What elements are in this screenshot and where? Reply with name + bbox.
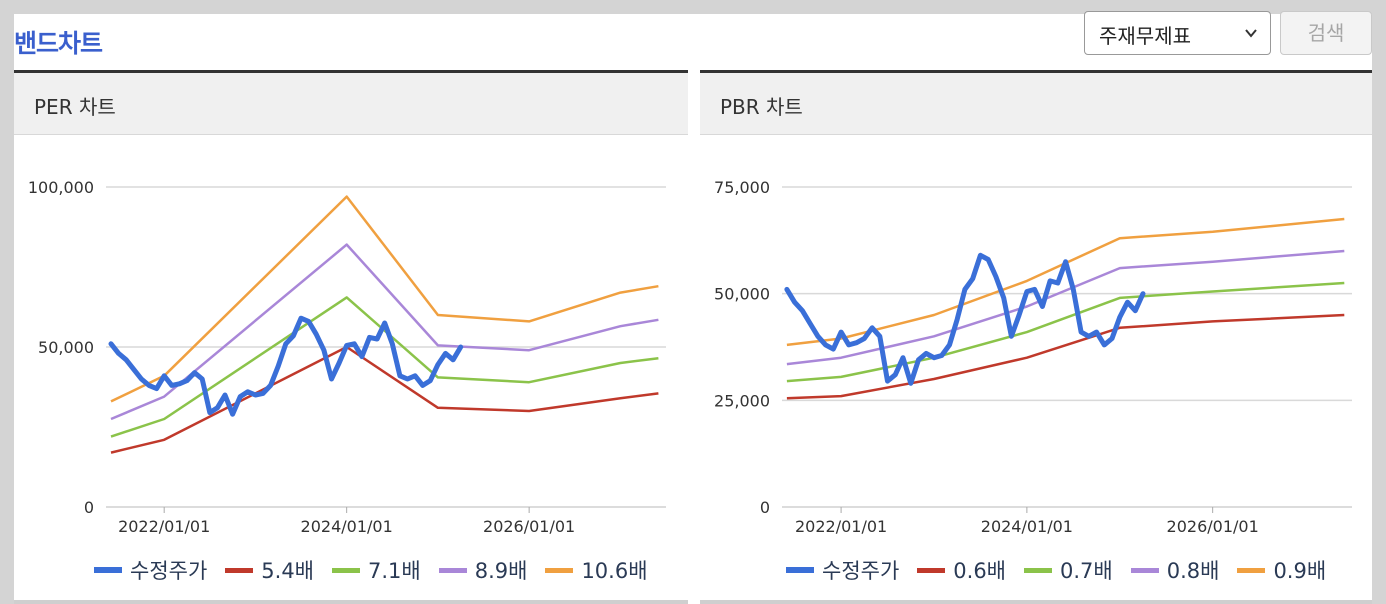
x-tick-label: 2024/01/01: [301, 517, 393, 535]
per-panel-title: PER 차트: [34, 95, 116, 119]
y-tick-label: 0: [760, 498, 770, 517]
legend-item-09: 0.9배: [1237, 555, 1326, 585]
legend-item-price: 수정주가: [94, 555, 207, 585]
panel-bottom-border: [700, 600, 1372, 604]
statement-select[interactable]: 주재무제표: [1084, 11, 1271, 55]
price-line: [108, 315, 464, 417]
y-tick-label: 0: [84, 498, 94, 517]
band-line-red: [110, 345, 659, 454]
legend-swatch-purple: [1130, 567, 1159, 573]
legend-label: 0.8배: [1166, 559, 1220, 583]
page-title: 밴드차트: [14, 29, 103, 58]
y-tick-label: 25,000: [714, 391, 770, 410]
pbr-panel-header: PBR 차트: [700, 73, 1372, 135]
chevron-down-icon: [1245, 29, 1257, 38]
legend-item-89: 8.9배: [438, 555, 528, 585]
legend-label: 수정주가: [822, 559, 900, 583]
y-tick-label: 75,000: [714, 178, 770, 197]
legend-swatch-orange: [1237, 567, 1266, 573]
pbr-chart: 0 25,000 50,000 75,000 2022/01/01 2024/01/01 2…: [714, 178, 1352, 535]
per-legend: 수정주가 5.4배 7.1배 8.9배 10.6배: [94, 555, 666, 585]
legend-item-price: 수정주가: [786, 555, 899, 585]
y-tick-label: 100,000: [28, 178, 94, 197]
per-chart-panel: PER 차트 0 50,000 100,000 2022/01/01 2024/01/0…: [14, 70, 688, 604]
legend-swatch-price: [786, 567, 814, 573]
statement-select-value: 주재무제표: [1099, 24, 1191, 48]
y-tick-label: 50,000: [38, 338, 94, 357]
legend-swatch-orange: [545, 567, 574, 573]
price-line: [784, 252, 1146, 386]
legend-label: 수정주가: [130, 559, 208, 583]
legend-swatch-red: [917, 567, 946, 573]
legend-label: 7.1배: [368, 559, 421, 583]
y-tick-label: 50,000: [714, 285, 770, 304]
x-tick-label: 2022/01/01: [118, 517, 210, 535]
legend-swatch-price: [94, 567, 122, 573]
search-button[interactable]: 검색: [1280, 11, 1372, 55]
legend-item-71: 7.1배: [332, 555, 421, 585]
band-line-purple: [110, 243, 659, 421]
x-tick-label: 2024/01/01: [981, 517, 1073, 535]
band-line-green: [110, 296, 659, 438]
legend-label: 0.6배: [953, 559, 1006, 583]
x-tick-label: 2022/01/01: [795, 517, 887, 535]
per-panel-header: PER 차트: [14, 73, 688, 135]
pbr-chart-panel: PBR 차트 0 25,000 50,000 75,000 2022/01/01 2024…: [700, 70, 1372, 604]
panel-bottom-border: [14, 600, 688, 604]
band-chart-page: 밴드차트 주재무제표 검색 PER 차트 0 50,000 100,000 2022/…: [14, 11, 1372, 604]
legend-label: 8.9배: [474, 559, 528, 583]
legend-swatch-purple: [438, 567, 467, 573]
band-line-orange: [786, 217, 1345, 347]
legend-item-54: 5.4배: [225, 555, 314, 585]
band-line-red: [786, 313, 1345, 400]
legend-item-08: 0.8배: [1130, 555, 1220, 585]
legend-item-06: 0.6배: [917, 555, 1006, 585]
pbr-panel-title: PBR 차트: [720, 95, 803, 119]
legend-swatch-red: [225, 567, 254, 573]
x-tick-label: 2026/01/01: [1167, 517, 1259, 535]
legend-label: 0.7배: [1060, 559, 1113, 583]
band-line-green: [786, 281, 1345, 383]
per-chart: 0 50,000 100,000 2022/01/01 2024/01/01 2026/0…: [28, 178, 666, 535]
legend-item-07: 0.7배: [1024, 555, 1113, 585]
pbr-legend: 수정주가 0.6배 0.7배 0.8배 0.9배: [786, 555, 1344, 585]
legend-swatch-green: [1024, 567, 1052, 573]
legend-swatch-green: [332, 567, 360, 573]
legend-label: 0.9배: [1273, 559, 1327, 583]
legend-item-106: 10.6배: [545, 555, 648, 585]
legend-label: 10.6배: [581, 559, 648, 583]
legend-label: 5.4배: [261, 559, 314, 583]
x-tick-label: 2026/01/01: [483, 517, 575, 535]
band-line-purple: [786, 249, 1345, 366]
